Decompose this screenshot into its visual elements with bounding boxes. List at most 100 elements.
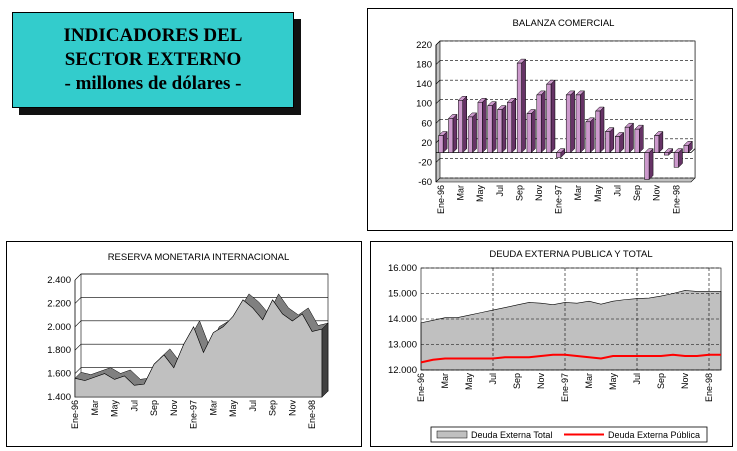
bar — [614, 136, 620, 153]
x-tick-label: Jul — [495, 185, 505, 197]
title-line-1: INDICADORES DEL — [63, 25, 243, 46]
bar-side — [639, 124, 644, 154]
y-tick-label: 220 — [416, 40, 432, 51]
y-tick-label: -60 — [418, 177, 432, 188]
y-tick-label: 15.000 — [388, 289, 417, 300]
bar-side — [589, 117, 595, 154]
y-tick-label: 20 — [421, 138, 432, 149]
bar — [683, 145, 689, 153]
y-tick-label: 1.800 — [47, 345, 71, 356]
x-tick-label: Sep — [149, 400, 159, 416]
y-tick-label: 12.000 — [388, 365, 417, 376]
y-tick-label: 180 — [416, 60, 432, 71]
bar — [546, 83, 552, 153]
x-tick-label: Sep — [268, 400, 278, 416]
x-tick-label: Jul — [248, 400, 258, 412]
y-tick-label: 1.600 — [47, 369, 71, 380]
bar — [624, 126, 630, 153]
x-tick-label: Nov — [534, 185, 544, 202]
y-tick-label: 60 — [421, 118, 432, 129]
bar — [526, 113, 532, 153]
x-tick-label: Nov — [536, 373, 546, 390]
y-tick-label: 13.000 — [388, 340, 417, 351]
legend-swatch-total — [436, 430, 468, 439]
x-tick-label: Sep — [514, 185, 524, 201]
bar-side — [511, 97, 517, 154]
bar — [605, 131, 611, 153]
area-side — [321, 322, 329, 398]
y-tick-label: 16.000 — [388, 263, 417, 274]
x-tick-label: Mar — [584, 373, 594, 389]
x-tick-label: Jul — [632, 373, 642, 385]
x-tick-label: Ene-97 — [554, 185, 564, 214]
bar — [575, 94, 581, 153]
bar — [497, 109, 503, 153]
bar-side — [491, 101, 497, 154]
plot-border — [420, 267, 722, 371]
x-tick-label: Sep — [512, 373, 522, 389]
x-tick-label: Mar — [90, 400, 100, 416]
y-tick-label: 2.200 — [47, 298, 71, 309]
x-tick-label: Mar — [456, 185, 466, 201]
bar-side — [482, 97, 487, 154]
grid-edge — [435, 119, 441, 124]
bar — [467, 116, 473, 153]
x-tick-label: May — [593, 185, 603, 203]
grid-edge — [435, 99, 441, 104]
title-line-3: - millones de dólares - — [64, 73, 242, 94]
grid-edge — [74, 320, 82, 328]
x-tick-label: May — [228, 400, 238, 418]
x-tick-label: Nov — [652, 185, 662, 202]
x-tick-label: Jul — [612, 185, 622, 197]
x-tick-label: Mar — [573, 185, 583, 201]
grid-edge — [74, 297, 82, 304]
bar-side — [629, 122, 634, 154]
area — [74, 299, 323, 398]
chart-title: BALANZA COMERCIAL — [513, 18, 615, 29]
bar — [664, 152, 669, 156]
x-tick-label: Sep — [656, 373, 666, 389]
bar — [458, 100, 463, 153]
x-tick-label: Sep — [632, 185, 642, 201]
x-tick-label: Jul — [129, 400, 139, 412]
grid-edge — [435, 40, 441, 46]
x-tick-label: Ene-96 — [70, 400, 80, 429]
bar — [585, 121, 591, 153]
y-tick-label: 2.400 — [47, 275, 71, 286]
title-line-2: SECTOR EXTERNO — [64, 49, 242, 70]
zero-axis-edge — [690, 148, 696, 153]
balanza-panel: BALANZA COMERCIAL 220 180 140 100 60 20 -20 -60 E… — [367, 8, 733, 231]
reserva-panel: RESERVA MONETARIA INTERNACIONAL 2.400 2.20… — [6, 241, 362, 447]
reserva-chart: RESERVA MONETARIA INTERNACIONAL 2.400 2.20… — [47, 252, 329, 429]
bar — [507, 101, 513, 153]
bar — [477, 101, 483, 153]
x-tick-label: Nov — [169, 400, 179, 417]
grid-edge — [435, 79, 441, 85]
bar — [595, 110, 601, 153]
bar — [673, 152, 679, 168]
bar-side — [540, 90, 546, 154]
bar — [644, 152, 650, 180]
bar-side — [580, 90, 585, 154]
x-tick-label: Jul — [488, 373, 498, 385]
bar — [487, 105, 493, 153]
grid-edge — [74, 273, 82, 281]
deuda-panel: DEUDA EXTERNA PUBLICA Y TOTAL 16.000 15.00… — [370, 241, 733, 447]
x-tick-label: Ene-98 — [671, 185, 681, 214]
x-tick-label: May — [110, 400, 120, 418]
x-tick-label: May — [608, 373, 618, 391]
grid-edge — [74, 343, 82, 351]
balanza-chart: BALANZA COMERCIAL 220 180 140 100 60 20 -20 -60 E… — [416, 18, 696, 214]
bar-side — [472, 112, 477, 154]
grid-edge — [435, 158, 441, 163]
x-tick-label: Ene-97 — [189, 400, 199, 429]
bar-side — [531, 108, 536, 154]
bar — [654, 135, 660, 153]
grid-edge — [435, 60, 441, 65]
bar — [448, 118, 454, 153]
x-tick-label: Mar — [208, 400, 218, 416]
y-tick-label: 14.000 — [388, 314, 417, 325]
grid-edge — [435, 177, 441, 183]
legend-label-publica: Deuda Externa Pública — [608, 430, 700, 440]
deuda-chart: DEUDA EXTERNA PUBLICA Y TOTAL 16.000 15.00… — [388, 249, 722, 443]
